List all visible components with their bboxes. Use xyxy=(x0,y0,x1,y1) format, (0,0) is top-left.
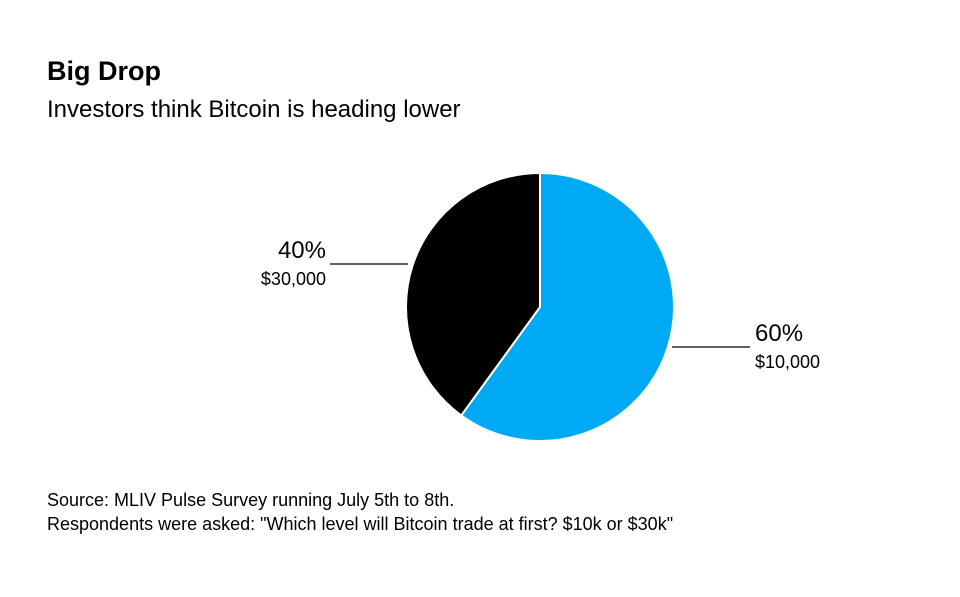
question-note: Respondents were asked: "Which level wil… xyxy=(47,514,674,534)
chart-subtitle: Investors think Bitcoin is heading lower xyxy=(47,96,461,123)
slice-category-label: $30,000 xyxy=(261,269,326,289)
slice-percent-label: 60% xyxy=(755,320,803,347)
pie-slice-0 xyxy=(459,171,675,442)
pie-slice-1 xyxy=(405,171,541,417)
slice-percent-label: 40% xyxy=(278,237,326,264)
source-note: Source: MLIV Pulse Survey running July 5… xyxy=(47,490,455,510)
chart-title: Big Drop xyxy=(47,56,161,86)
slice-category-label: $10,000 xyxy=(755,352,820,372)
